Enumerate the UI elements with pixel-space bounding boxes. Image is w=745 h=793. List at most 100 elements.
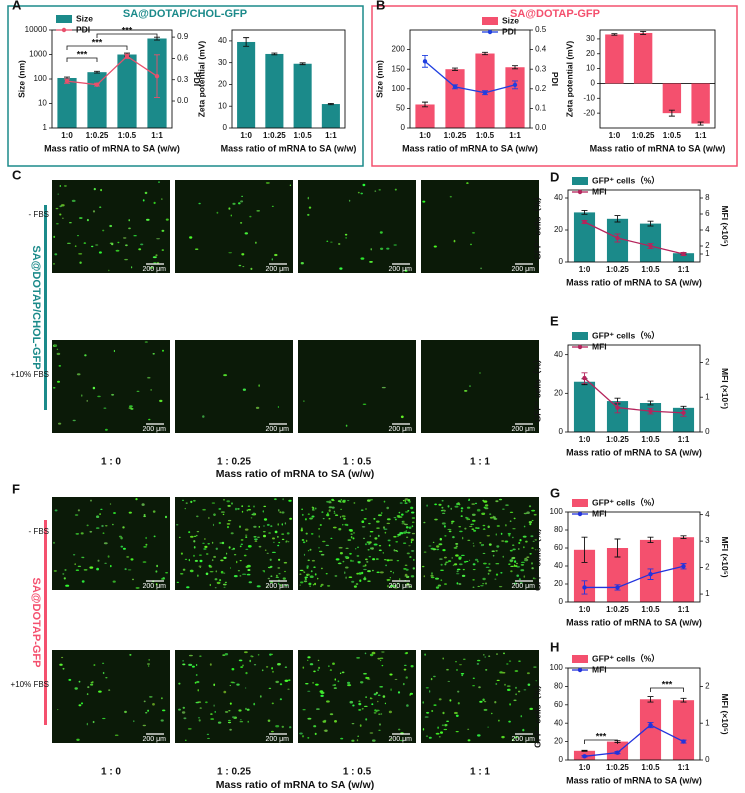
y2-tick-label: 1 xyxy=(705,718,710,727)
cell xyxy=(236,560,238,564)
cell xyxy=(324,729,328,732)
cell xyxy=(320,583,324,586)
cell xyxy=(342,560,345,563)
line xyxy=(584,724,684,757)
cell xyxy=(213,513,216,516)
cell xyxy=(338,546,343,549)
cell xyxy=(271,667,273,670)
cell xyxy=(441,522,446,525)
cell xyxy=(152,703,155,706)
cell xyxy=(100,188,102,192)
cell xyxy=(242,573,247,575)
cell xyxy=(455,661,457,663)
panel-letter: A xyxy=(12,0,22,12)
cell xyxy=(124,568,127,571)
cell xyxy=(302,709,306,711)
cell xyxy=(63,577,66,580)
x-tick-label: 1:0.25 xyxy=(606,435,629,444)
plot-frame xyxy=(567,667,701,761)
cell xyxy=(402,500,405,502)
cell xyxy=(369,499,373,501)
cell xyxy=(390,738,392,740)
cell xyxy=(90,683,94,686)
cell xyxy=(464,527,467,530)
cell xyxy=(231,548,235,551)
cell xyxy=(468,498,471,501)
cell xyxy=(384,531,387,534)
cell xyxy=(238,264,242,267)
cell xyxy=(471,528,475,530)
cell xyxy=(534,539,537,541)
cell xyxy=(330,537,333,540)
cell xyxy=(59,663,63,666)
cell xyxy=(270,730,274,733)
cell xyxy=(319,690,324,693)
cell xyxy=(457,702,460,705)
cell xyxy=(207,737,210,739)
x-axis-label: Mass ratio of mRNA to SA (w/w) xyxy=(566,277,702,287)
bar xyxy=(672,700,695,760)
y2-tick-label: 0.3 xyxy=(535,64,547,73)
cell xyxy=(406,582,410,586)
x-axis-label: Mass ratio of mRNA to SA (w/w) xyxy=(590,143,726,153)
cell xyxy=(341,671,345,674)
line xyxy=(584,565,684,589)
bar xyxy=(265,53,284,129)
cell xyxy=(443,556,447,559)
cell xyxy=(484,504,489,507)
cell xyxy=(460,673,465,675)
cell xyxy=(459,664,462,666)
cell xyxy=(337,500,341,502)
micrograph xyxy=(52,497,170,590)
cell xyxy=(475,527,478,529)
cell xyxy=(309,517,313,520)
cell xyxy=(334,720,337,723)
cell xyxy=(474,558,479,561)
cell xyxy=(255,406,260,409)
scale-label: 200 μm xyxy=(266,583,290,590)
legend-marker xyxy=(577,667,583,673)
column-label: 1 : 0.25 xyxy=(217,457,251,468)
cell xyxy=(436,545,440,548)
cell xyxy=(262,510,264,513)
cell xyxy=(162,709,166,712)
cell xyxy=(267,719,271,722)
cell xyxy=(370,547,374,550)
cell xyxy=(451,521,453,525)
cell xyxy=(96,515,100,518)
error-bar xyxy=(422,101,428,108)
cell xyxy=(223,498,225,501)
cell xyxy=(358,700,361,702)
x-tick-label: 1:0.5 xyxy=(476,131,495,140)
y-tick-label: 0 xyxy=(558,257,563,266)
cell xyxy=(314,507,317,510)
y2-tick-label: 0.1 xyxy=(535,104,547,113)
cell xyxy=(57,709,59,711)
cell xyxy=(392,571,394,574)
cell xyxy=(488,543,492,546)
cell xyxy=(518,660,521,662)
cell xyxy=(289,726,292,729)
cell xyxy=(477,734,481,737)
cell xyxy=(205,572,209,576)
cell xyxy=(512,548,516,551)
cell xyxy=(58,422,62,425)
scale-label: 200 μm xyxy=(389,583,413,590)
cell xyxy=(208,564,211,568)
scale-label: 200 μm xyxy=(266,736,290,743)
cell xyxy=(351,723,355,725)
cell xyxy=(267,566,272,569)
cell xyxy=(156,262,160,264)
cell xyxy=(265,666,269,668)
cell xyxy=(309,585,311,587)
x-axis-label: Mass ratio of mRNA to SA (w/w) xyxy=(221,143,357,153)
y-tick-label: 80 xyxy=(554,525,563,534)
cell xyxy=(186,586,190,589)
cell xyxy=(56,348,59,350)
cell xyxy=(271,205,274,207)
cell xyxy=(309,575,314,578)
cell xyxy=(253,536,257,538)
cell xyxy=(409,692,413,695)
cell xyxy=(457,502,460,505)
cell xyxy=(269,558,272,561)
